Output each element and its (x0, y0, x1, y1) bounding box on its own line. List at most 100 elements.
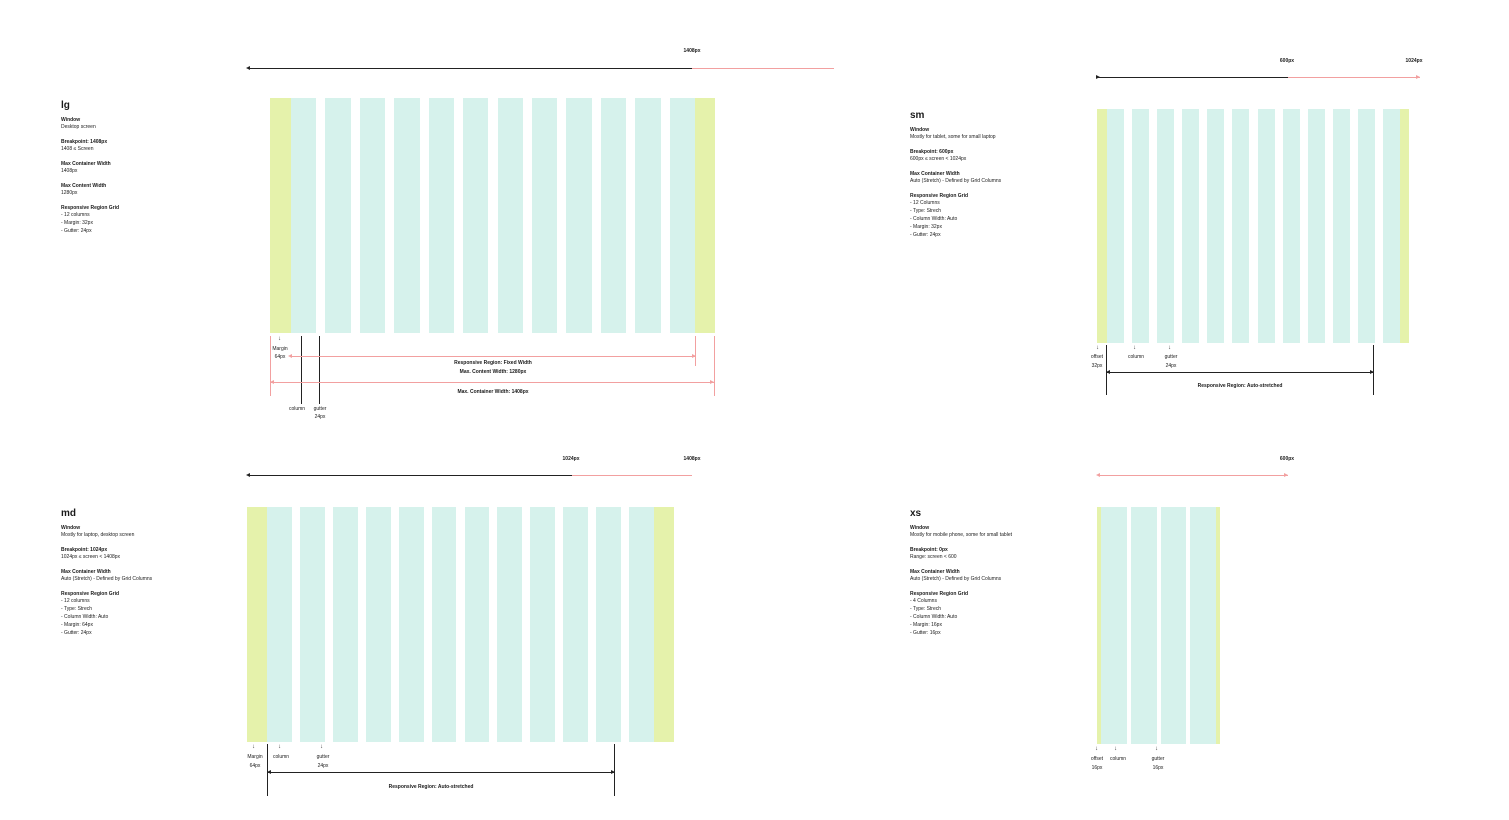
md-region-line (267, 772, 615, 773)
lg-margin-right (695, 98, 715, 333)
lg-grid-column (463, 98, 489, 333)
md-info-value: - Type: Strech (61, 606, 93, 612)
xs-info-label: Responsive Region Grid (910, 591, 969, 597)
sm-column-label: column (1127, 354, 1145, 360)
lg-grid-column (428, 98, 455, 333)
md-grid-column (497, 507, 523, 742)
sm-info-value: - 12 Columns (910, 200, 940, 206)
lg-info-value: Desktop screen (61, 124, 96, 130)
lg-margin-left (270, 98, 291, 333)
md-info-value: - Gutter: 24px (61, 630, 92, 636)
sm-grid-column (1182, 109, 1200, 343)
sm-info-value: - Column Width: Auto (910, 216, 958, 222)
sm-ruler-start-tip (1096, 75, 1100, 79)
sm-info-value: Mostly for tablet, some for small laptop (910, 134, 996, 140)
sm-grid-column (1232, 109, 1250, 343)
md-region-tip-left (267, 770, 271, 774)
lg-grid-column (566, 98, 592, 333)
md-grid-column (365, 507, 391, 742)
xs-grid-column (1190, 507, 1216, 744)
md-region-tip-right (611, 770, 615, 774)
sm-info-value: - Margin: 32px (910, 224, 942, 230)
md-grid-column (530, 507, 556, 742)
md-info-label: Max Container Width (61, 569, 111, 575)
md-grid-column (464, 507, 490, 742)
md-title: md (61, 508, 76, 519)
xs-ruler-range (1098, 475, 1288, 476)
md-info-value: Auto (Stretch) - Defined by Grid Columns (61, 576, 153, 582)
lg-info-value: 1280px (61, 190, 78, 196)
md-margin-label: Margin (247, 754, 263, 760)
sm-info-label: Breakpoint: 600px (910, 149, 954, 155)
lg-content-width-line (290, 356, 695, 357)
lg-info-label: Responsive Region Grid (61, 205, 120, 211)
md-info-label: Responsive Region Grid (61, 591, 120, 597)
lg-region-label: Responsive Region: Fixed Width (454, 360, 532, 366)
sm-region-line (1106, 372, 1374, 373)
lg-gutter-label: gutter (313, 406, 327, 412)
xs-info-value: Auto (Stretch) - Defined by Grid Columns (910, 576, 1002, 582)
xs-info-value: - Column Width: Auto (910, 614, 958, 620)
lg-ruler-line (248, 68, 692, 69)
sm-offset-value: 32px (1091, 363, 1103, 369)
lg-ruler-end-label: 1408px (683, 48, 701, 54)
md-ruler-range (572, 475, 692, 476)
sm-gutter-arrow: ↓ (1168, 345, 1171, 351)
sm-gutter-value: 24px (1165, 363, 1177, 369)
lg-grid-column (600, 98, 627, 333)
sm-grid-column (1382, 109, 1400, 343)
lg-ruler-overflow (692, 68, 834, 69)
lg-content-width-label: Max. Content Width: 1280px (459, 369, 527, 375)
lg-container-width-line (270, 382, 714, 383)
lg-info-label: Max Content Width (61, 183, 107, 189)
xs-info-list: Window Mostly for mobile phone, some for … (910, 525, 1100, 637)
md-ruler-mid-label: 1024px (562, 456, 580, 462)
lg-grid-column (394, 98, 420, 333)
sm-grid-column (1207, 109, 1225, 343)
md-info-value: - 12 columns (61, 598, 90, 604)
xs-gutter-label: gutter (1151, 756, 1165, 762)
lg-info-label: Max Container Width (61, 161, 111, 167)
sm-info-value: - Type: Strech (910, 208, 942, 214)
lg-gutter-pointer (319, 336, 320, 404)
xs-info-value: - 4 Columns (910, 598, 937, 604)
md-info-panel: md Window Mostly for laptop, desktop scre… (61, 508, 251, 637)
lg-info-value: 1408 ≤ Screen (61, 146, 94, 152)
lg-container-edge-left (270, 336, 271, 396)
sm-grid-column (1307, 109, 1325, 343)
lg-info-value: - 12 columns (61, 212, 90, 218)
md-margin-left (247, 507, 267, 742)
sm-region-tip-left (1106, 370, 1110, 374)
xs-offset-left (1097, 507, 1101, 744)
xs-gutter-value: 16px (1152, 765, 1164, 771)
sm-ruler-end-tip (1416, 75, 1420, 79)
lg-content-tip-right (692, 354, 696, 358)
sm-ruler-line (1098, 77, 1288, 78)
lg-margin-value: 64px (274, 354, 286, 360)
xs-info-value: Range: screen < 600 (910, 554, 957, 560)
sm-offset-arrow: ↓ (1096, 345, 1099, 351)
md-margin-right (654, 507, 674, 742)
lg-column-pointer (301, 336, 302, 404)
lg-content-edge-right (695, 336, 696, 366)
lg-info-value: - Margin: 32px (61, 220, 93, 226)
lg-container-edge-right (714, 336, 715, 396)
sm-ruler-end-label: 1024px (1405, 58, 1423, 64)
lg-info-value: - Gutter: 24px (61, 228, 92, 234)
sm-info-label: Window (910, 127, 930, 133)
xs-title: xs (910, 508, 922, 519)
sm-info-value: Auto (Stretch) - Defined by Grid Columns (910, 178, 1002, 184)
lg-container-tip-right (710, 380, 714, 384)
xs-info-value: - Gutter: 16px (910, 630, 941, 636)
lg-info-value: 1408px (61, 168, 78, 174)
sm-grid-column (1282, 109, 1300, 343)
lg-title: lg (61, 100, 70, 111)
sm-info-panel: sm Window Mostly for tablet, some for sma… (910, 110, 1100, 239)
sm-grid-column (1107, 109, 1125, 343)
lg-container-tip-left (270, 380, 274, 384)
lg-grid-column (497, 98, 523, 333)
lg-info-label: Breakpoint: 1408px (61, 139, 108, 145)
md-grid-column (398, 507, 424, 742)
md-grid-column (629, 507, 654, 742)
md-info-label: Breakpoint: 1024px (61, 547, 108, 553)
